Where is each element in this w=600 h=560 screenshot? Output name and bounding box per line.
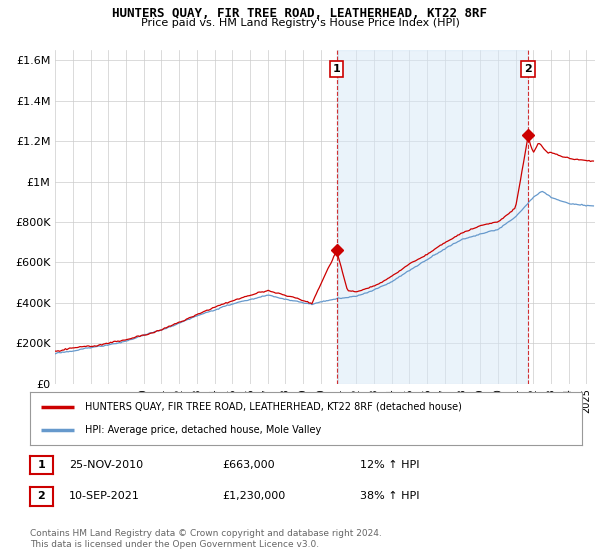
Bar	[337, 50, 528, 384]
Text: 1: 1	[333, 64, 341, 74]
Text: 38% ↑ HPI: 38% ↑ HPI	[360, 492, 419, 501]
Text: £1,230,000: £1,230,000	[222, 492, 285, 501]
Text: 25-NOV-2010: 25-NOV-2010	[69, 460, 143, 470]
Text: 12% ↑ HPI: 12% ↑ HPI	[360, 460, 419, 470]
Text: 2: 2	[524, 64, 532, 74]
Text: HPI: Average price, detached house, Mole Valley: HPI: Average price, detached house, Mole…	[85, 425, 322, 435]
Text: Price paid vs. HM Land Registry's House Price Index (HPI): Price paid vs. HM Land Registry's House …	[140, 18, 460, 29]
Text: 1: 1	[38, 460, 45, 470]
Text: 2: 2	[38, 492, 45, 501]
Text: 10-SEP-2021: 10-SEP-2021	[69, 492, 140, 501]
Text: HUNTERS QUAY, FIR TREE ROAD, LEATHERHEAD, KT22 8RF: HUNTERS QUAY, FIR TREE ROAD, LEATHERHEAD…	[113, 7, 487, 20]
Text: Contains HM Land Registry data © Crown copyright and database right 2024.
This d: Contains HM Land Registry data © Crown c…	[30, 529, 382, 549]
Text: HUNTERS QUAY, FIR TREE ROAD, LEATHERHEAD, KT22 8RF (detached house): HUNTERS QUAY, FIR TREE ROAD, LEATHERHEAD…	[85, 402, 462, 412]
Text: £663,000: £663,000	[222, 460, 275, 470]
